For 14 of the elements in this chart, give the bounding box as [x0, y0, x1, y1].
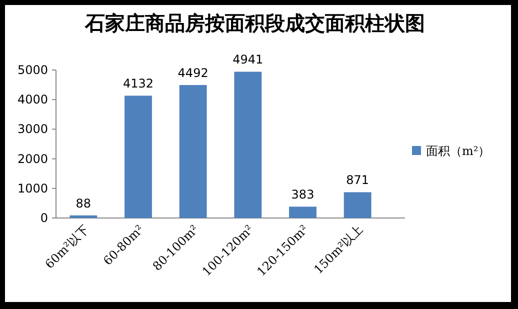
y-tick-label: 5000: [17, 63, 48, 77]
y-tick-label: 0: [40, 211, 48, 225]
y-tick-label: 1000: [17, 181, 48, 196]
y-tick-label: 3000: [17, 122, 48, 136]
data-label: 4941: [232, 52, 264, 67]
y-tick-label: 2000: [17, 152, 48, 166]
chart-title: 石家庄商品房按面积段成交面积柱状图: [84, 11, 425, 35]
data-label: 871: [346, 173, 370, 188]
legend-label: 面积（m²）: [426, 144, 490, 158]
y-tick-label: 4000: [17, 92, 48, 107]
data-label: 4492: [178, 66, 208, 80]
data-label: 88: [76, 196, 92, 210]
data-label: 4132: [122, 76, 154, 91]
data-label: 383: [291, 188, 314, 202]
